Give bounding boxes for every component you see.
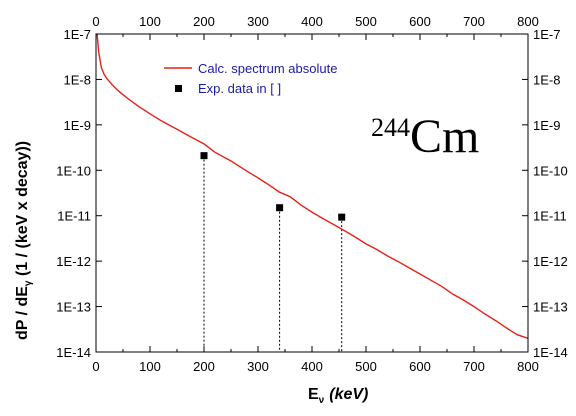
x-axis-title-sub: ν (319, 395, 325, 406)
x-tick-label-top: 600 (409, 14, 431, 29)
y-tick-label-right: 1E-9 (533, 118, 560, 133)
exp-series (200, 152, 346, 221)
y-tick-label-right: 1E-10 (533, 163, 568, 178)
y-axis-title-post: (1 / (keV x decay)) (14, 141, 31, 281)
x-tick-label-top: 700 (463, 14, 485, 29)
x-tick-label-bottom: 600 (409, 359, 431, 374)
x-tick-label-top: 400 (301, 14, 323, 29)
y-tick-label-right: 1E-8 (533, 72, 560, 87)
y-axis-title: dP / dEγ (1 / (keV x decay)) (14, 141, 34, 340)
x-tick-label-bottom: 400 (301, 359, 323, 374)
nuclide-mass-number: 244 (371, 113, 410, 142)
tick-labels: 0 0 100 100 200 200 300 300 400 400 500 500 600 600 70… (56, 14, 567, 374)
x-axis-title: Eν (keV) (308, 386, 368, 406)
x-tick-label-bottom: 300 (247, 359, 269, 374)
x-tick-label-top: 500 (355, 14, 377, 29)
x-tick-label-top: 800 (517, 14, 539, 29)
x-axis-title-unit: (keV) (329, 386, 368, 403)
x-tick-label-bottom: 500 (355, 359, 377, 374)
y-tick-label-left: 1E-12 (56, 254, 91, 269)
y-tick-label-left: 1E-7 (64, 27, 91, 42)
x-tick-label-bottom: 700 (463, 359, 485, 374)
x-tick-label-top: 300 (247, 14, 269, 29)
x-tick-label-bottom: 800 (517, 359, 539, 374)
x-axis-title-main: E (308, 386, 319, 403)
legend: Calc. spectrum absolute Exp. data in [ ] (164, 61, 337, 96)
x-tick-label-top: 0 (92, 14, 99, 29)
y-tick-label-left: 1E-10 (56, 163, 91, 178)
legend-label-exp: Exp. data in [ ] (198, 81, 281, 96)
y-tick-label-left: 1E-14 (56, 345, 91, 360)
calc-spectrum-line (96, 33, 529, 339)
nuclide-element: Cm (410, 110, 479, 163)
y-tick-label-right: 1E-12 (533, 254, 568, 269)
x-tick-label-bottom: 200 (193, 359, 215, 374)
exp-data-point (338, 213, 346, 221)
y-tick-label-left: 1E-9 (64, 118, 91, 133)
exp-data-point (200, 152, 208, 160)
y-tick-label-right: 1E-13 (533, 300, 568, 315)
x-tick-label-top: 200 (193, 14, 215, 29)
nuclide-annotation: 244Cm (371, 110, 479, 163)
plot-frame (95, 33, 529, 353)
legend-marker-swatch (175, 85, 182, 92)
x-tick-label-bottom: 100 (139, 359, 161, 374)
exp-data-point (276, 204, 284, 212)
x-tick-label-top: 100 (139, 14, 161, 29)
y-tick-label-right: 1E-7 (533, 27, 560, 42)
x-tick-label-bottom: 0 (92, 359, 99, 374)
legend-label-calc: Calc. spectrum absolute (198, 61, 337, 76)
y-tick-label-left: 1E-11 (57, 209, 91, 224)
calc-series (96, 33, 529, 339)
y-tick-label-right: 1E-11 (533, 209, 567, 224)
y-axis-title-pre: dP / dE (14, 286, 31, 340)
axis-ticks (95, 33, 529, 353)
y-tick-label-right: 1E-14 (533, 345, 568, 360)
y-tick-label-left: 1E-8 (64, 72, 91, 87)
y-axis-title-sub: γ (23, 280, 34, 286)
y-tick-label-left: 1E-13 (56, 300, 91, 315)
drop-lines (203, 155, 343, 352)
